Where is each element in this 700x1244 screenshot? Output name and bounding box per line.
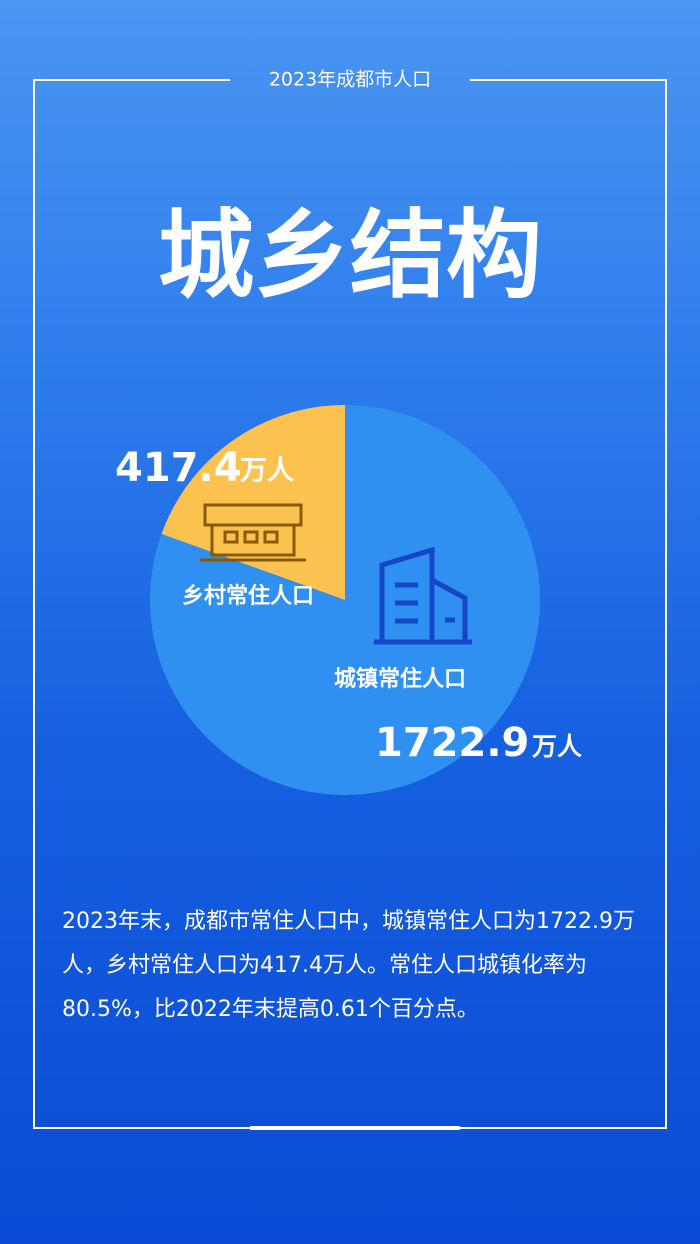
pie-slice: [150, 405, 540, 795]
description: 2023年末，成都市常住人口中，城镇常住人口为1722.9万人，乡村常住人口为4…: [62, 909, 635, 1022]
building-icon: [374, 546, 472, 645]
pie: [150, 405, 540, 795]
data-label-unit: 万人: [532, 732, 582, 761]
data-label: 1722.9: [375, 720, 529, 766]
data-label: 417.4: [115, 445, 242, 491]
title: 城乡结构: [158, 199, 542, 311]
subtitle: 2023年成都市人口: [269, 69, 431, 91]
legend-label: 乡村常住人口: [182, 583, 314, 609]
house-icon: [200, 503, 306, 562]
legend-label: 城镇常住人口: [334, 666, 466, 692]
pie-slice: [161, 405, 345, 600]
data-label-unit: 万人: [240, 456, 294, 487]
